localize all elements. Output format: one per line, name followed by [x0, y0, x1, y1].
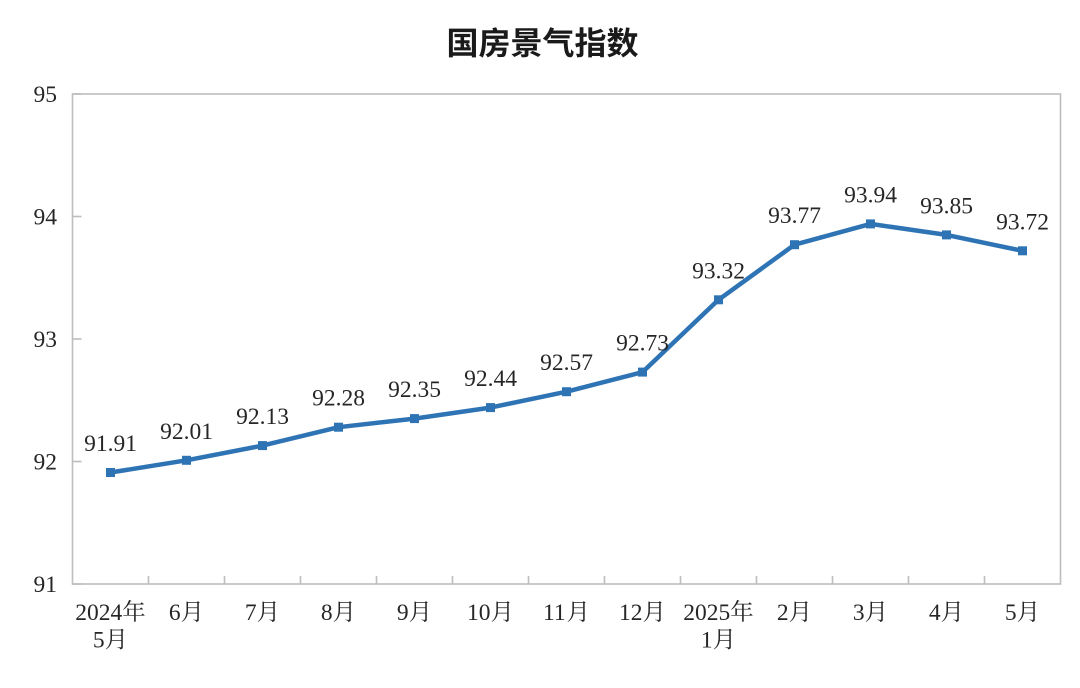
- svg-text:93.72: 93.72: [996, 209, 1049, 235]
- svg-text:5: 5: [1005, 600, 1017, 626]
- svg-text:6: 6: [169, 600, 181, 626]
- svg-text:9: 9: [397, 600, 409, 626]
- svg-text:92.44: 92.44: [464, 366, 517, 392]
- svg-text:3: 3: [853, 600, 865, 626]
- svg-text:92.28: 92.28: [312, 386, 365, 412]
- svg-text:8: 8: [321, 600, 333, 626]
- svg-text:92.73: 92.73: [616, 331, 669, 357]
- svg-text:93.32: 93.32: [692, 258, 745, 284]
- svg-text:12: 12: [619, 600, 643, 626]
- svg-text:92.35: 92.35: [388, 377, 441, 403]
- svg-text:92.57: 92.57: [540, 350, 593, 376]
- svg-text:11: 11: [543, 600, 566, 626]
- svg-text:91: 91: [34, 572, 58, 598]
- svg-text:7: 7: [245, 600, 257, 626]
- svg-text:93: 93: [34, 327, 58, 353]
- svg-text:92: 92: [34, 450, 58, 476]
- svg-text:93.94: 93.94: [844, 182, 897, 208]
- svg-text:1: 1: [701, 628, 713, 654]
- svg-text:92.01: 92.01: [160, 419, 213, 445]
- svg-text:2024: 2024: [75, 600, 122, 626]
- svg-text:95: 95: [34, 82, 58, 108]
- svg-text:93.77: 93.77: [768, 203, 821, 229]
- svg-text:2: 2: [777, 600, 789, 626]
- svg-text:5: 5: [93, 628, 105, 654]
- svg-text:92.13: 92.13: [236, 404, 289, 430]
- svg-text:93.85: 93.85: [920, 193, 973, 219]
- svg-text:2025: 2025: [683, 600, 730, 626]
- svg-text:4: 4: [929, 600, 941, 626]
- svg-text:10: 10: [467, 600, 491, 626]
- svg-text:91.91: 91.91: [84, 431, 137, 457]
- svg-text:94: 94: [34, 205, 58, 231]
